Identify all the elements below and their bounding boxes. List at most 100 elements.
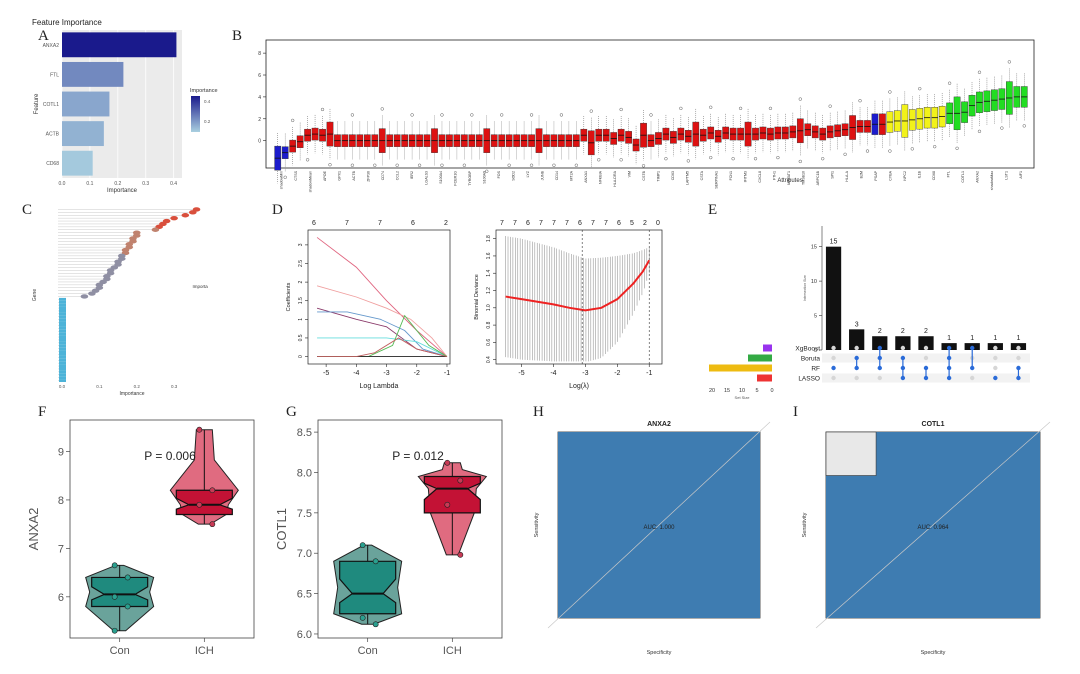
- chart-d-top-tick: 7: [500, 220, 504, 227]
- chart-d-xtick: -2: [614, 370, 620, 377]
- chart-e-dot: [854, 346, 858, 350]
- chart-d-xtick: -5: [323, 370, 329, 377]
- chart-d-top-tick: 7: [539, 220, 543, 227]
- chart-b-xtick: CD74: [381, 171, 385, 180]
- chart-b-xtick: B2M: [859, 171, 863, 178]
- chart-a-bar: [62, 121, 104, 146]
- chart-violin-point: [360, 615, 365, 620]
- chart-e-ylabel: Intersection Size: [803, 275, 807, 301]
- chart-c-zero-mark: [59, 350, 66, 353]
- chart-a-bar: [62, 32, 176, 57]
- chart-b-xtick: CD14: [555, 171, 559, 180]
- chart-e-bar-label: 15: [830, 239, 838, 246]
- chart-c-zero-mark: [59, 376, 66, 379]
- chart-d-top-tick: 2: [643, 220, 647, 227]
- chart-violin-ytick: 6.0: [297, 629, 312, 641]
- chart-violin-ytick: 6: [58, 592, 64, 604]
- chart-violin-point: [112, 628, 117, 633]
- chart-c-zero-mark: [59, 379, 66, 382]
- chart-d-top-tick: 6: [312, 220, 316, 227]
- chart-e-dot: [878, 376, 882, 380]
- chart-b-xtick: VIM: [627, 171, 631, 177]
- chart-b-ytick: 4: [258, 95, 261, 101]
- chart-c-zero-mark: [59, 327, 66, 330]
- chart-c-xtick: 0.2: [134, 384, 141, 389]
- chart-violin-pvalue: P = 0.012: [392, 449, 444, 463]
- chart-e-dot: [924, 346, 928, 350]
- chart-d-top-tick: 6: [411, 220, 415, 227]
- chart-d-top-tick: 6: [617, 220, 621, 227]
- chart-violin-box: [424, 477, 480, 513]
- chart-d-top-tick: 7: [604, 220, 608, 227]
- chart-d-top-tick: 7: [591, 220, 595, 227]
- chart-violin-point: [125, 604, 130, 609]
- chart-b-xtick: ACTB: [352, 170, 356, 180]
- chart-e-dot: [831, 346, 835, 350]
- chart-e-set-xtick: 0: [770, 388, 773, 394]
- chart-c-zero-mark: [59, 370, 66, 373]
- chart-violin-pvalue: P = 0.006: [144, 449, 196, 463]
- chart-c-point: [88, 291, 96, 295]
- chart-a-ytick: COTL1: [43, 102, 59, 108]
- chart-b-xtick: IFITM3: [743, 171, 747, 182]
- chart-e-dot: [993, 376, 997, 380]
- chart-violin-ytick: 9: [58, 446, 64, 458]
- chart-d-ytick: 0.6: [486, 339, 492, 346]
- chart-a-bar: [62, 92, 109, 117]
- chart-b-xtick: HLA-DRA: [613, 170, 617, 186]
- chart-d-ytick: 2: [298, 281, 304, 284]
- chart-d-ytick: 1.2: [486, 287, 492, 294]
- chart-violin-ytick: 6.5: [297, 589, 312, 601]
- chart-violin-ylabel: ANXA2: [26, 508, 41, 551]
- chart-violin-ytick: 8.5: [297, 427, 312, 439]
- chart-c-zero-mark: [59, 362, 66, 365]
- chart-b-xtick: LYZ: [526, 170, 530, 177]
- chart-b-xtick: NPC2: [903, 171, 907, 181]
- chart-c-plot-bg: [56, 208, 208, 382]
- chart-d-top-tick: 7: [552, 220, 556, 227]
- chart-b-xtick: shadowMax: [990, 171, 994, 190]
- chart-e-set-name: Boruta: [801, 356, 821, 363]
- chart-e-ytick: 5: [814, 314, 817, 320]
- chart-e-set-xtick: 10: [739, 388, 745, 394]
- chart-b-xtick: NFKBIA: [598, 170, 602, 184]
- panel-i-cotl1-roc: COTL1AUC: 0.964SpecificitySensitivity: [778, 412, 1058, 664]
- chart-e-bar-label: 1: [947, 335, 951, 342]
- chart-d-ytick: 0.5: [298, 334, 304, 341]
- chart-b-xtick: IL1B: [917, 170, 921, 178]
- chart-violin-point: [112, 563, 117, 568]
- chart-violin-point: [197, 427, 202, 432]
- chart-b-xtick: JUNB: [540, 170, 544, 180]
- chart-d-xtick: -3: [383, 370, 389, 377]
- chart-violin-xtick: Con: [358, 645, 378, 657]
- chart-d-ytick: 0.8: [486, 321, 492, 328]
- chart-d-top-tick: 5: [630, 220, 634, 227]
- chart-b-xtick: S100A9: [482, 171, 486, 184]
- chart-e-dot: [831, 376, 835, 380]
- chart-b-xtick: CYBA: [888, 170, 892, 180]
- chart-violin-point: [197, 502, 202, 507]
- chart-c-point: [170, 216, 178, 220]
- chart-violin-ytick: 7: [58, 543, 64, 555]
- chart-b-xtick: ARPC1B: [816, 170, 820, 185]
- chart-c-xtick: 0.1: [96, 384, 103, 389]
- chart-b-xtick: MT2A: [569, 170, 573, 180]
- chart-c-zero-mark: [59, 301, 66, 304]
- chart-b-xtick: LGALS3: [424, 171, 428, 185]
- chart-e-set-bar: [748, 355, 772, 362]
- chart-violin-point: [112, 594, 117, 599]
- chart-c-zero-mark: [59, 315, 66, 318]
- chart-b-xtick: LAPTM5: [685, 171, 689, 185]
- chart-violin-point: [458, 478, 463, 483]
- chart-e-set-name: LASSO: [798, 376, 820, 383]
- chart-a-legend-label: 0.4: [204, 99, 211, 104]
- chart-violin-ylabel: COTL1: [274, 508, 289, 550]
- chart-a-legend-bar: [191, 96, 200, 132]
- chart-violin-box: [340, 561, 396, 613]
- chart-c-legend-title: Importance: [192, 284, 208, 289]
- chart-e-bar: [826, 247, 841, 350]
- chart-e-dot: [924, 356, 928, 360]
- chart-d-xtick: -2: [414, 370, 420, 377]
- chart-a-legend-title: Importance: [190, 88, 218, 94]
- chart-violin-box: [176, 490, 232, 514]
